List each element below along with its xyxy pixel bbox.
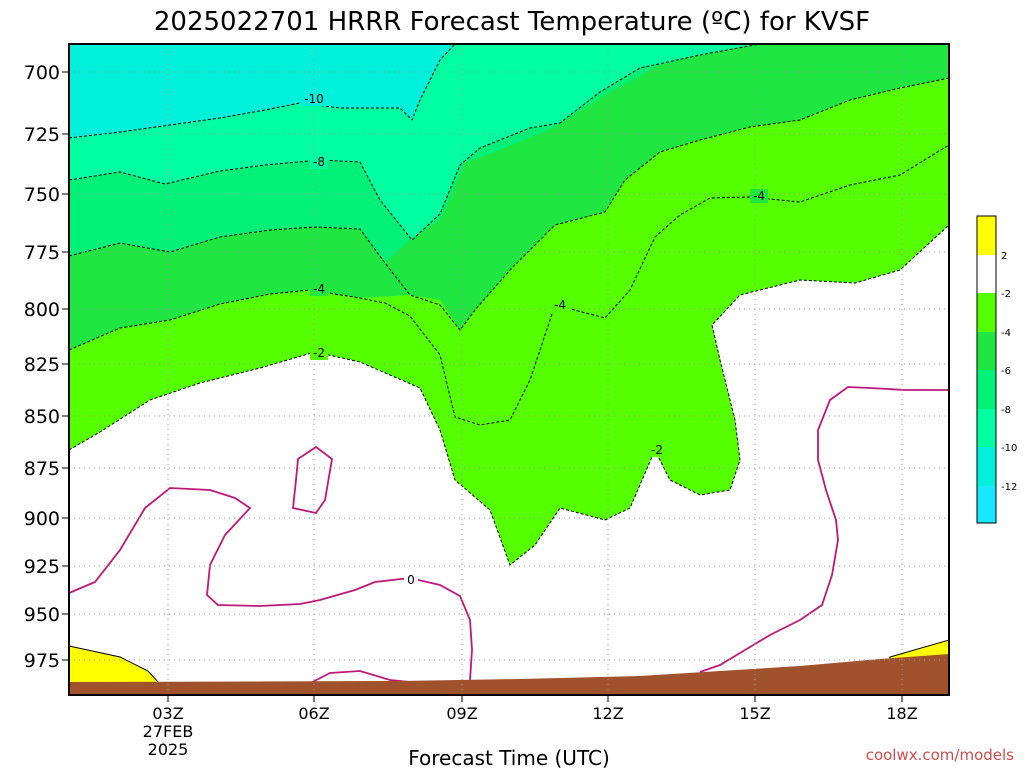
x-tick-15z: 15Z bbox=[739, 704, 770, 723]
y-tick-850: 850 bbox=[24, 406, 60, 428]
colorbar-tick-m2: -2 bbox=[1001, 289, 1011, 300]
colorbar-below-m12 bbox=[977, 486, 996, 523]
colorbar-above-2 bbox=[977, 216, 996, 255]
isotherm-m2 bbox=[69, 224, 949, 566]
y-tick-875: 875 bbox=[24, 458, 60, 480]
zero-isotherm-island bbox=[292, 445, 333, 515]
x-axis: 03Z 06Z 09Z 12Z 15Z 18Z 27FEB 2025 bbox=[143, 695, 918, 759]
colorbar-tick-m12: -12 bbox=[1001, 482, 1017, 493]
contour-label-m2-right: -2 bbox=[651, 443, 663, 457]
plot-frame bbox=[68, 43, 950, 696]
plot-area bbox=[69, 44, 949, 695]
y-tick-950: 950 bbox=[24, 604, 60, 626]
colorbar-m4-m2 bbox=[977, 293, 996, 332]
isotherm-m6 bbox=[69, 77, 949, 331]
chart-title: 2025022701 HRRR Forecast Temperature (ºC… bbox=[154, 7, 870, 37]
y-tick-925: 925 bbox=[24, 556, 60, 578]
contour-label-m4-left: -4 bbox=[313, 282, 325, 296]
y-tick-975: 975 bbox=[24, 650, 60, 672]
y-axis: 700 725 750 775 800 825 850 875 900 925 … bbox=[24, 62, 69, 672]
band-above-2-left bbox=[69, 645, 162, 685]
contour-label-m4-right: -4 bbox=[753, 189, 765, 203]
y-tick-700: 700 bbox=[24, 62, 60, 84]
date-label-line2: 2025 bbox=[148, 740, 189, 759]
isotherm-m8 bbox=[69, 44, 761, 241]
x-axis-label: Forecast Time (UTC) bbox=[408, 746, 610, 768]
band-m12-m10 bbox=[69, 44, 455, 138]
terrain bbox=[69, 654, 949, 695]
colorbar-m2-2 bbox=[977, 255, 996, 293]
contour-label-0: 0 bbox=[407, 573, 415, 587]
colorbar-tick-2: 2 bbox=[1001, 251, 1007, 262]
y-tick-900: 900 bbox=[24, 508, 60, 530]
y-tick-725: 725 bbox=[24, 124, 60, 146]
zero-isotherm-right bbox=[699, 386, 949, 673]
colorbar-m6-m4 bbox=[977, 332, 996, 370]
colorbar-tick-m6: -6 bbox=[1001, 366, 1011, 377]
isotherm-m10 bbox=[69, 44, 456, 139]
date-label-line1: 27FEB bbox=[143, 722, 194, 741]
colorbar-tick-m8: -8 bbox=[1001, 405, 1011, 416]
x-tick-03z: 03Z bbox=[152, 704, 183, 723]
colorbar-tick-m10: -10 bbox=[1001, 443, 1017, 454]
zero-isotherm-main bbox=[69, 487, 473, 681]
x-tick-12z: 12Z bbox=[592, 704, 623, 723]
credit-text: coolwx.com/models bbox=[866, 746, 1014, 764]
x-tick-09z: 09Z bbox=[446, 704, 477, 723]
colorbar-m8-m6 bbox=[977, 370, 996, 409]
contour-label-m8: -8 bbox=[313, 155, 325, 169]
contour-label-m10: -10 bbox=[304, 92, 324, 106]
colorbar-m12-m10 bbox=[977, 447, 996, 486]
grid bbox=[69, 44, 949, 695]
contour-label-m4-mid: -4 bbox=[554, 298, 566, 312]
y-tick-775: 775 bbox=[24, 242, 60, 264]
x-tick-18z: 18Z bbox=[886, 704, 917, 723]
x-tick-06z: 06Z bbox=[298, 704, 329, 723]
y-tick-800: 800 bbox=[24, 299, 60, 321]
colorbar-tick-m4: -4 bbox=[1001, 328, 1011, 339]
y-tick-750: 750 bbox=[24, 184, 60, 206]
colorbar-m10-m8 bbox=[977, 409, 996, 447]
y-tick-825: 825 bbox=[24, 354, 60, 376]
colorbar: 2 -2 -4 -6 -8 -10 -12 bbox=[976, 215, 1017, 524]
contour-label-m2-left: -2 bbox=[313, 346, 325, 360]
contour-labels: -10 -8 -4 -2 -4 -4 -2 0 bbox=[300, 92, 768, 587]
